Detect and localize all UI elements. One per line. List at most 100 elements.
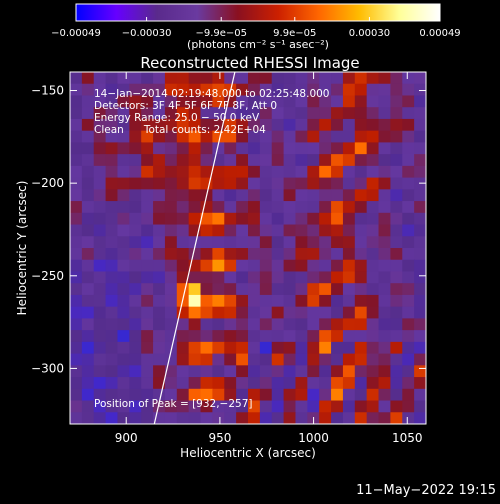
heatmap-cell <box>141 388 154 402</box>
heatmap-cell <box>402 83 415 97</box>
heatmap-cell <box>319 259 332 273</box>
heatmap-cell <box>200 365 213 378</box>
heatmap-cell <box>378 154 391 167</box>
annotation-energy: Energy Range: 25.0 − 50.0 keV <box>94 112 260 124</box>
heatmap-cell <box>81 353 95 366</box>
heatmap-cell <box>153 318 166 331</box>
heatmap-cell <box>283 400 297 413</box>
heatmap-cell <box>295 294 308 308</box>
heatmap-cell <box>93 189 107 202</box>
heatmap-cell <box>153 248 166 261</box>
heatmap-cell <box>366 353 380 366</box>
heatmap-cell <box>117 118 130 132</box>
heatmap-cell <box>81 236 95 249</box>
heatmap-cell <box>414 306 426 319</box>
heatmap-cell <box>105 165 119 179</box>
heatmap-cell <box>81 224 95 237</box>
heatmap-cell <box>141 95 154 108</box>
heatmap-cell <box>176 365 190 378</box>
heatmap-cell <box>153 95 166 108</box>
heatmap-cell <box>105 130 119 143</box>
heatmap-cell <box>81 283 95 296</box>
heatmap-cell <box>153 365 166 378</box>
heatmap-cell <box>236 248 249 261</box>
heatmap-cell <box>283 353 297 366</box>
y-tick-label: −200 <box>31 176 64 190</box>
heatmap-cell <box>295 400 308 413</box>
heatmap-cell <box>176 130 190 143</box>
heatmap-cell <box>236 224 249 237</box>
heatmap-cell <box>117 330 130 343</box>
heatmap-cell <box>248 165 261 179</box>
heatmap-cell <box>248 72 261 85</box>
heatmap-cell <box>153 259 166 273</box>
heatmap-cell <box>295 388 308 402</box>
heatmap-cell <box>259 118 273 132</box>
heatmap-cell <box>402 412 415 424</box>
heatmap-cell <box>212 165 225 179</box>
heatmap-cell <box>354 388 368 402</box>
heatmap-cell <box>366 72 380 85</box>
heatmap-cell <box>93 248 107 261</box>
heatmap-cell <box>331 95 344 108</box>
heatmap-cell <box>331 177 344 190</box>
heatmap-cell <box>188 377 202 390</box>
heatmap-cell <box>176 83 190 97</box>
heatmap-cell <box>93 72 107 85</box>
heatmap-cell <box>93 212 107 226</box>
heatmap-cell <box>271 283 285 296</box>
heatmap-cell <box>402 154 415 167</box>
heatmap-cell <box>402 341 415 355</box>
annotation-peak: Position of Peak = [932,−257] <box>94 398 253 410</box>
heatmap-cell <box>307 142 320 155</box>
heatmap-cell <box>93 377 107 390</box>
heatmap-cell <box>129 130 142 143</box>
heatmap-cell <box>212 294 225 308</box>
heatmap-cell <box>93 283 107 296</box>
heatmap-cell <box>402 318 415 331</box>
heatmap-cell <box>70 330 83 343</box>
heatmap-cell <box>414 248 426 261</box>
heatmap-cell <box>81 318 95 331</box>
heatmap-cell <box>402 130 415 143</box>
heatmap-cell <box>342 201 356 214</box>
heatmap-cell <box>283 248 297 261</box>
heatmap-cell <box>319 248 332 261</box>
heatmap-cell <box>105 377 119 390</box>
heatmap-cell <box>153 189 166 202</box>
heatmap-cell <box>283 306 297 319</box>
heatmap-cell <box>342 72 356 85</box>
heatmap-cell <box>200 118 213 132</box>
heatmap-cell <box>153 212 166 226</box>
heatmap-cell <box>164 177 178 190</box>
heatmap-cell <box>319 365 332 378</box>
heatmap-cell <box>117 412 130 424</box>
heatmap-cell <box>366 201 380 214</box>
heatmap-cell <box>70 95 83 108</box>
heatmap-cell <box>117 259 130 273</box>
heatmap-cell <box>248 177 261 190</box>
heatmap-cell <box>93 118 107 132</box>
heatmap-cell <box>117 154 130 167</box>
colorbar: −0.00049 −0.00030 −9.9e−05 9.9e−05 0.00030 0.… <box>51 3 461 51</box>
heatmap-cell <box>93 107 107 120</box>
heatmap-cell <box>105 83 119 97</box>
footer-date: 11−May−2022 19:15 <box>356 483 496 498</box>
heatmap-cell <box>331 306 344 319</box>
heatmap-cell <box>200 224 213 237</box>
heatmap-cell <box>248 318 261 331</box>
heatmap-cell <box>283 177 297 190</box>
heatmap-cell <box>414 95 426 108</box>
heatmap-cell <box>164 72 178 85</box>
heatmap-cell <box>319 318 332 331</box>
heatmap-cell <box>271 154 285 167</box>
heatmap-cell <box>164 365 178 378</box>
heatmap-cell <box>200 248 213 261</box>
heatmap-cell <box>354 377 368 390</box>
heatmap-cell <box>259 107 273 120</box>
heatmap-cell <box>331 353 344 366</box>
heatmap-cell <box>129 224 142 237</box>
heatmap-cell <box>366 165 380 179</box>
heatmap-cell <box>248 330 261 343</box>
heatmap-cell <box>307 271 320 284</box>
